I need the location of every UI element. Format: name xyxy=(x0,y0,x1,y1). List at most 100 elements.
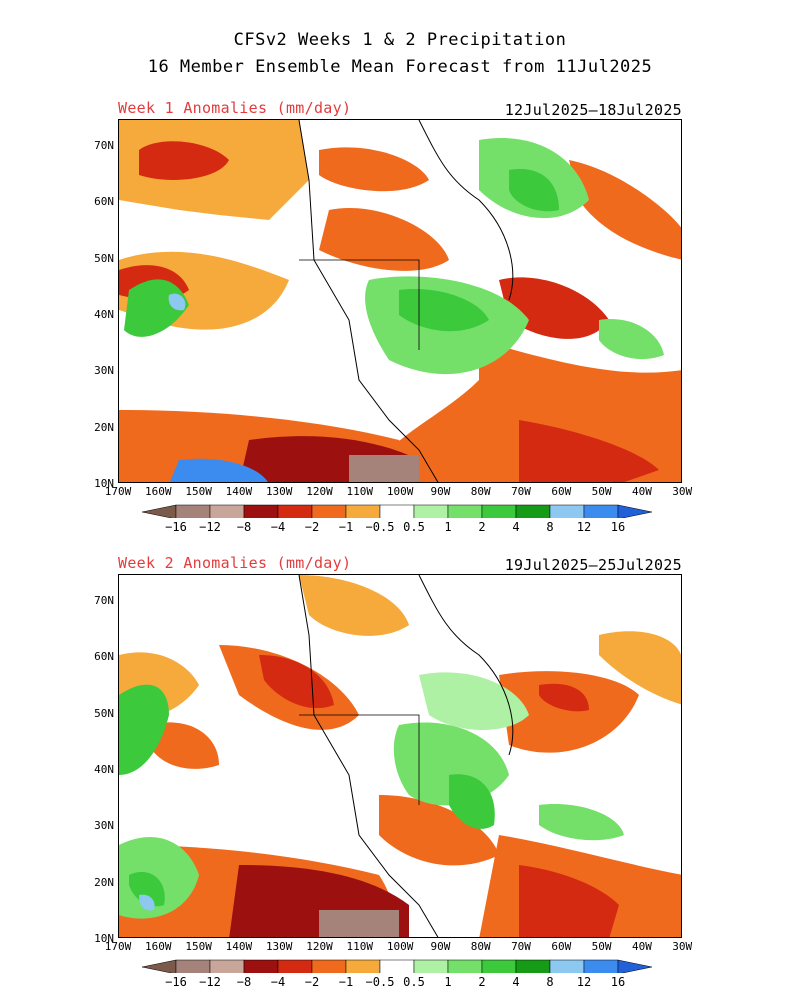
colorbar-segment xyxy=(481,959,517,973)
week1-map xyxy=(118,119,682,483)
week1-anomaly-field xyxy=(119,120,681,482)
week1-dates: 12Jul2025–18Jul2025 xyxy=(504,101,682,119)
lat-label-70N: 70N xyxy=(94,139,114,152)
colorbar-segment xyxy=(243,959,279,973)
colorbar-tick-label: −16 xyxy=(165,975,187,989)
lon-label-50W: 50W xyxy=(591,940,612,953)
colorbar-tick-label: 0.5 xyxy=(403,520,425,534)
week2-anomaly-field xyxy=(119,575,681,937)
week2-dates: 19Jul2025–25Jul2025 xyxy=(504,556,682,574)
colorbar-segment xyxy=(142,504,177,518)
lon-label-120W: 120W xyxy=(306,485,333,498)
colorbar-tick-label: 8 xyxy=(546,975,554,989)
lon-label-170W: 170W xyxy=(104,485,132,498)
lon-label-140W: 140W xyxy=(225,485,253,498)
lon-label-50W: 50W xyxy=(591,485,612,498)
colorbar-segment xyxy=(379,959,415,973)
colorbar-segment xyxy=(209,959,245,973)
colorbar-tick-label: −0.5 xyxy=(365,520,395,534)
colorbar-segment xyxy=(515,504,551,518)
colorbar-segment xyxy=(549,504,585,518)
colorbar-segment xyxy=(413,959,449,973)
colorbar-tick-label: −0.5 xyxy=(365,975,395,989)
lon-label-80W: 80W xyxy=(470,485,491,498)
week2-label: Week 2 Anomalies (mm/day) xyxy=(118,554,352,572)
colorbar-segment xyxy=(175,959,211,973)
colorbar-tick-label: 8 xyxy=(546,520,554,534)
lat-label-20N: 20N xyxy=(94,875,114,889)
lat-label-10N: 10N xyxy=(94,931,114,945)
colorbar-tick-label: 4 xyxy=(512,520,520,534)
lon-label-160W: 160W xyxy=(145,485,172,498)
colorbar-segment xyxy=(209,504,245,518)
colorbar-tick-label: 16 xyxy=(610,520,626,534)
colorbar-week1 xyxy=(142,504,653,518)
lon-label-130W: 130W xyxy=(265,485,293,498)
lon-label-160W: 160W xyxy=(145,940,172,953)
colorbar-tick-label: −1 xyxy=(338,520,354,534)
colorbar-tick-label: −4 xyxy=(270,975,286,989)
colorbar-segment xyxy=(447,959,483,973)
colorbar-segment xyxy=(583,504,619,518)
lon-label-40W: 40W xyxy=(631,940,652,953)
lon-label-30W: 30W xyxy=(672,940,693,953)
colorbar-segment xyxy=(447,504,483,518)
colorbar-tick-label: 12 xyxy=(576,520,592,534)
chart-title-line2: 16 Member Ensemble Mean Forecast from 11… xyxy=(147,57,653,77)
colorbar-tick-label: 1 xyxy=(444,520,452,534)
lon-label-90W: 90W xyxy=(430,940,451,953)
colorbar-tick-label: −2 xyxy=(304,520,320,534)
lon-label-70W: 70W xyxy=(511,485,531,498)
colorbar-tick-label: −1 xyxy=(338,975,354,989)
colorbar-tick-label: 16 xyxy=(610,975,626,989)
colorbar-segment xyxy=(549,959,585,973)
lat-label-50N: 50N xyxy=(94,251,114,265)
colorbar-segment xyxy=(243,504,279,518)
lon-label-60W: 60W xyxy=(551,940,572,953)
colorbar-segment xyxy=(345,959,381,973)
colorbar-segment xyxy=(617,504,653,518)
lon-label-110W: 110W xyxy=(346,940,374,953)
colorbar-week2 xyxy=(142,959,653,973)
lat-label-30N: 30N xyxy=(94,364,114,378)
lon-label-40W: 40W xyxy=(631,485,652,498)
colorbar-segment xyxy=(481,504,517,518)
colorbar-tick-label: −8 xyxy=(236,520,252,534)
colorbar-tick-label: 12 xyxy=(576,975,592,989)
colorbar-tick-label: −8 xyxy=(236,975,252,989)
lat-label-60N: 60N xyxy=(94,195,114,209)
colorbar-tick-label: −2 xyxy=(304,975,320,989)
lon-label-150W: 150W xyxy=(185,940,212,953)
week1-label: Week 1 Anomalies (mm/day) xyxy=(118,99,352,117)
colorbar-tick-label: −12 xyxy=(199,520,221,534)
lat-label-50N: 50N xyxy=(94,706,114,720)
colorbar-segment xyxy=(379,504,415,518)
lon-label-140W: 140W xyxy=(225,940,253,953)
colorbar-segment xyxy=(583,959,619,973)
colorbar-segment xyxy=(142,959,177,973)
lat-label-10N: 10N xyxy=(94,476,114,490)
lon-label-30W: 30W xyxy=(672,485,693,498)
lon-label-80W: 80W xyxy=(470,940,491,953)
colorbar-segment xyxy=(277,959,313,973)
colorbar-tick-label: −4 xyxy=(270,520,286,534)
colorbar-tick-label: 2 xyxy=(478,520,486,534)
lon-label-90W: 90W xyxy=(430,485,451,498)
lon-label-70W: 70W xyxy=(511,940,531,953)
lat-label-60N: 60N xyxy=(94,650,114,664)
chart-title-line1: CFSv2 Weeks 1 & 2 Precipitation xyxy=(233,30,567,50)
colorbar-segment xyxy=(277,504,313,518)
lon-label-170W: 170W xyxy=(104,940,132,953)
week2-map xyxy=(118,574,682,938)
lon-label-100W: 100W xyxy=(386,940,414,953)
colorbar-segment xyxy=(311,959,347,973)
lat-label-30N: 30N xyxy=(94,819,114,833)
colorbar-tick-label: 1 xyxy=(444,975,452,989)
colorbar-segment xyxy=(515,959,551,973)
colorbar-segment xyxy=(311,504,347,518)
colorbar-tick-label: 2 xyxy=(478,975,486,989)
colorbar-segment xyxy=(413,504,449,518)
lon-label-150W: 150W xyxy=(185,485,212,498)
lat-label-20N: 20N xyxy=(94,420,114,434)
lat-label-40N: 40N xyxy=(94,762,114,776)
